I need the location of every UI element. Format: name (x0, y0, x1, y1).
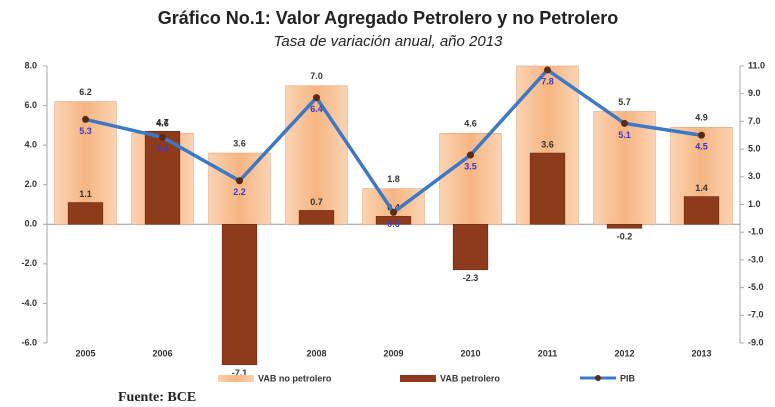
x-tick-label: 2009 (383, 348, 403, 358)
y-tick-label: 4.0 (24, 140, 37, 150)
bar (298, 210, 335, 225)
data-label: 1.1 (79, 189, 92, 199)
y2-tick-label: 1.0 (748, 199, 761, 209)
data-label: 1.8 (387, 174, 400, 184)
point (621, 119, 628, 127)
bar (375, 216, 412, 225)
point (698, 131, 705, 139)
chart-title: Gráfico No.1: Valor Agregado Petrolero y… (158, 8, 618, 28)
x-tick-label: 2011 (538, 348, 558, 358)
chart-subtitle: Tasa de variación anual, año 2013 (274, 33, 503, 50)
data-label: -2.3 (463, 273, 479, 283)
bar (683, 196, 720, 225)
x-tick-label: 2008 (306, 348, 326, 358)
data-label: -7.1 (232, 368, 248, 378)
y-tick-label: 0.0 (24, 219, 37, 229)
bar (208, 152, 271, 225)
x-tick-label: 2006 (152, 348, 172, 358)
bar (439, 132, 502, 225)
data-label: 4.9 (695, 113, 708, 123)
data-label: 7.0 (310, 71, 323, 81)
legend-swatch (400, 375, 436, 382)
y2-tick-label: -5.0 (748, 282, 764, 292)
x-tick-label: 2010 (460, 348, 480, 358)
point (544, 66, 551, 74)
x-tick-label: 2013 (691, 348, 711, 358)
y-tick-label: 6.0 (24, 100, 37, 110)
x-tick-label: 2005 (75, 348, 95, 358)
y2-tick-label: 7.0 (748, 116, 761, 126)
y2-tick-label: -1.0 (748, 227, 764, 237)
bar (593, 111, 656, 225)
data-label: -0.2 (617, 232, 633, 242)
data-label: 5.7 (618, 97, 631, 107)
data-label: 7.8 (541, 76, 554, 86)
bar (285, 85, 348, 225)
data-label: 4.6 (464, 119, 477, 129)
legend-swatch (595, 375, 601, 381)
data-label: 1.4 (695, 183, 708, 193)
y-tick-label: 8.0 (24, 60, 37, 70)
data-label: 3.6 (233, 138, 246, 148)
data-label: 3.6 (541, 139, 554, 149)
bar (144, 130, 181, 225)
y-tick-label: -6.0 (21, 337, 37, 347)
bar (529, 152, 566, 225)
y2-tick-label: -9.0 (748, 337, 764, 347)
point (82, 115, 89, 123)
data-label: 5.3 (79, 126, 92, 136)
source: Fuente: BCE (118, 390, 196, 405)
data-label: 4.6 (156, 119, 169, 129)
data-label: 5.1 (618, 130, 631, 140)
data-label: 6.4 (310, 104, 323, 114)
y2-tick-label: 3.0 (748, 171, 761, 181)
data-label: 3.5 (464, 161, 477, 171)
data-label: 0.6 (387, 219, 400, 229)
y2-tick-label: 11.0 (748, 60, 765, 70)
data-label: 4.5 (695, 142, 708, 152)
bar (221, 223, 258, 366)
data-label: 0.7 (310, 197, 323, 207)
y-tick-label: -2.0 (21, 258, 37, 268)
legend-swatch (218, 375, 254, 382)
y2-tick-label: 9.0 (748, 88, 761, 98)
data-label: 4.7 (156, 118, 169, 128)
legend-label: PIB (620, 373, 636, 383)
data-label: 0.4 (387, 203, 400, 213)
point (236, 177, 243, 185)
y-tick-label: -4.0 (21, 298, 37, 308)
y-tick-label: 2.0 (24, 179, 37, 189)
legend-label: VAB no petrolero (258, 373, 332, 383)
data-label: 6.2 (79, 87, 92, 97)
point (313, 94, 320, 102)
y2-tick-label: -3.0 (748, 254, 764, 264)
data-label: 4.4 (156, 144, 169, 154)
point (467, 151, 474, 159)
y2-tick-label: 5.0 (748, 143, 761, 153)
legend-label: VAB petrolero (440, 373, 500, 383)
point (390, 208, 397, 216)
x-tick-label: 2012 (614, 348, 634, 358)
data-label: 2.2 (233, 187, 246, 197)
y2-tick-label: -7.0 (748, 310, 764, 320)
bar (452, 223, 489, 271)
point (159, 133, 166, 141)
bar (67, 202, 104, 225)
bar (606, 223, 643, 229)
